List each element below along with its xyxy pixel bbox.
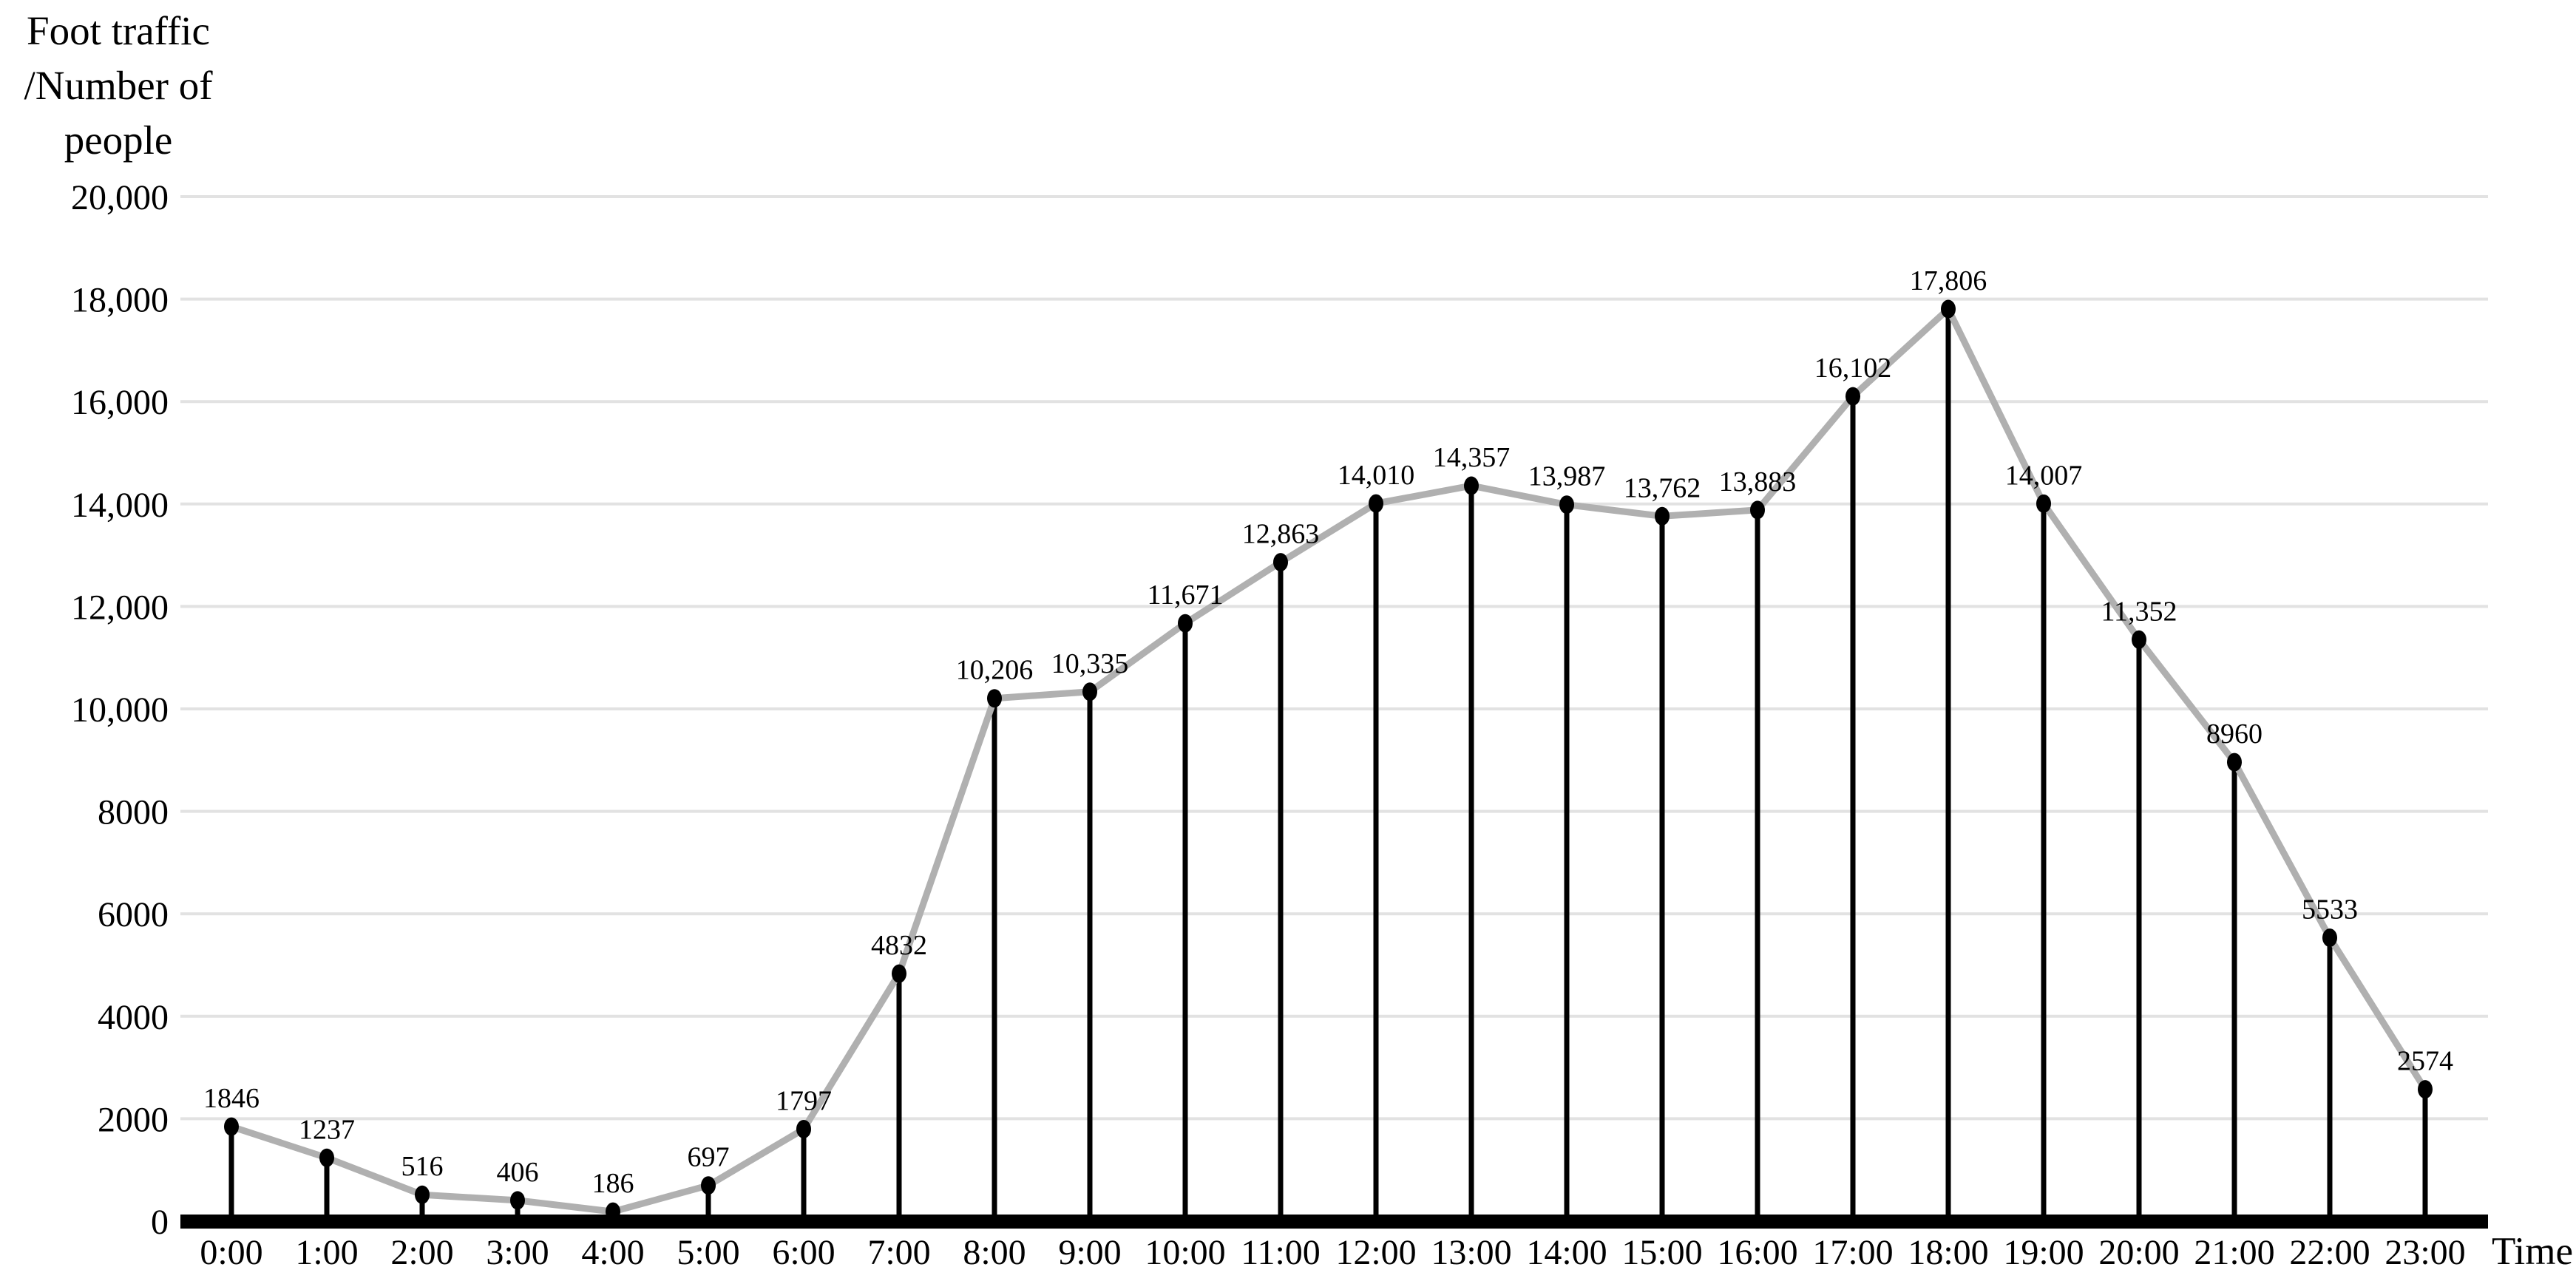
data-point-value-label: 10,206 — [956, 655, 1034, 686]
data-point-value-label: 1797 — [776, 1085, 832, 1116]
y-axis-title-line-3: people — [64, 118, 173, 163]
data-point-value-label: 406 — [497, 1157, 539, 1188]
x-tick-label: 22:00 — [2289, 1233, 2370, 1272]
data-point-labels: 1846 1237 516 406 186 697 1797 4832 10,206 10,335… — [203, 265, 2453, 1199]
data-point-value-label: 5533 — [2302, 894, 2358, 925]
x-tick-label: 1:00 — [295, 1233, 358, 1272]
data-point-dot — [2322, 928, 2337, 948]
x-tick-label: 0:00 — [200, 1233, 262, 1272]
y-tick-label: 8000 — [98, 793, 169, 832]
data-point-dot — [2132, 630, 2146, 649]
data-point-dot — [1178, 614, 1193, 633]
data-point-value-label: 16,102 — [1814, 353, 1892, 384]
data-point-dot — [2227, 753, 2242, 772]
data-point-value-label: 4832 — [871, 930, 927, 961]
data-point-dot — [1369, 494, 1383, 513]
x-tick-label: 13:00 — [1431, 1233, 1511, 1272]
y-tick-label: 16,000 — [71, 383, 169, 422]
data-point-value-label: 17,806 — [1910, 265, 1987, 296]
data-point-value-label: 13,762 — [1624, 472, 1701, 503]
data-point-dot — [1845, 387, 1860, 406]
x-tick-label: 20:00 — [2098, 1233, 2179, 1272]
x-tick-label: 19:00 — [2003, 1233, 2084, 1272]
x-tick-label: 9:00 — [1058, 1233, 1121, 1272]
x-tick-label: 10:00 — [1145, 1233, 1225, 1272]
x-tick-label: 15:00 — [1621, 1233, 1702, 1272]
data-point-dot — [319, 1148, 334, 1167]
data-point-dot — [987, 689, 1002, 708]
x-tick-label: 14:00 — [1526, 1233, 1607, 1272]
data-point-dot — [796, 1119, 811, 1138]
series-polyline — [228, 305, 2429, 1215]
x-tick-label: 3:00 — [486, 1233, 549, 1272]
data-point-value-label: 14,007 — [2005, 460, 2083, 491]
x-tick-label: 18:00 — [1908, 1233, 1988, 1272]
data-point-value-label: 14,357 — [1433, 442, 1511, 473]
x-tick-label: 8:00 — [963, 1233, 1026, 1272]
data-point-dot — [1464, 476, 1479, 495]
y-axis-title-line-2: /Number of — [24, 63, 213, 108]
y-tick-label: 6000 — [98, 895, 169, 934]
data-point-dot — [1750, 500, 1765, 520]
y-axis-title-line-1: Foot traffic — [27, 8, 210, 53]
data-point-value-label: 11,352 — [2101, 596, 2177, 627]
data-point-dot — [1941, 299, 1956, 319]
data-point-value-label: 10,335 — [1051, 648, 1129, 679]
data-point-value-label: 697 — [688, 1142, 730, 1173]
y-tick-label: 20,000 — [71, 178, 169, 217]
x-axis-baseline — [180, 1215, 2488, 1229]
data-point-value-label: 1237 — [299, 1114, 355, 1145]
x-axis-title: Time — [2492, 1230, 2573, 1273]
data-point-value-label: 1846 — [203, 1083, 260, 1114]
series-line — [228, 305, 2429, 1215]
data-point-markers — [224, 299, 2433, 1221]
data-point-dot — [415, 1185, 430, 1204]
data-point-dot — [1655, 506, 1670, 526]
data-point-value-label: 186 — [592, 1168, 634, 1199]
data-point-dot — [2036, 494, 2051, 513]
data-point-dot — [510, 1191, 525, 1210]
data-point-value-label: 14,010 — [1338, 460, 1415, 491]
x-tick-label: 23:00 — [2385, 1233, 2465, 1272]
y-tick-label: 4000 — [98, 998, 169, 1037]
gridlines — [180, 195, 2488, 1121]
x-tick-label: 6:00 — [772, 1233, 835, 1272]
data-point-dot — [701, 1176, 716, 1195]
data-point-dot — [1082, 682, 1097, 702]
data-point-value-label: 8960 — [2206, 719, 2263, 750]
x-tick-label: 2:00 — [390, 1233, 453, 1272]
data-point-dot — [224, 1117, 239, 1136]
x-axis-tick-labels: 0:00 1:00 2:00 3:00 4:00 5:00 6:00 7:00 8:00 9:00… — [200, 1233, 2465, 1272]
data-point-dot — [2418, 1080, 2433, 1099]
data-point-value-label: 2574 — [2397, 1046, 2453, 1077]
data-point-value-label: 516 — [401, 1151, 444, 1182]
x-tick-label: 11:00 — [1241, 1233, 1321, 1272]
data-point-value-label: 11,671 — [1147, 580, 1223, 611]
data-point-value-label: 12,863 — [1242, 519, 1320, 550]
y-tick-label: 12,000 — [71, 588, 169, 627]
data-point-value-label: 13,883 — [1719, 466, 1797, 497]
data-point-dot — [1559, 495, 1574, 514]
data-point-dot — [892, 964, 906, 983]
y-axis-tick-labels: 0 2000 4000 6000 8000 10,000 12,000 14,000 16,00… — [71, 178, 169, 1242]
y-tick-label: 2000 — [98, 1100, 169, 1139]
x-tick-label: 16:00 — [1717, 1233, 1797, 1272]
y-tick-label: 14,000 — [71, 486, 169, 525]
x-axis-line — [180, 1215, 2488, 1229]
data-point-value-label: 13,987 — [1528, 461, 1606, 492]
x-tick-label: 21:00 — [2194, 1233, 2274, 1272]
y-tick-label: 10,000 — [71, 690, 169, 730]
x-tick-label: 4:00 — [581, 1233, 644, 1272]
x-tick-label: 7:00 — [867, 1233, 930, 1272]
data-point-dot — [1273, 553, 1288, 572]
y-tick-label: 18,000 — [71, 281, 169, 320]
data-point-stems — [228, 309, 2428, 1221]
x-tick-label: 17:00 — [1812, 1233, 1893, 1272]
y-tick-label: 0 — [151, 1203, 169, 1242]
x-tick-label: 12:00 — [1335, 1233, 1416, 1272]
x-tick-label: 5:00 — [677, 1233, 739, 1272]
